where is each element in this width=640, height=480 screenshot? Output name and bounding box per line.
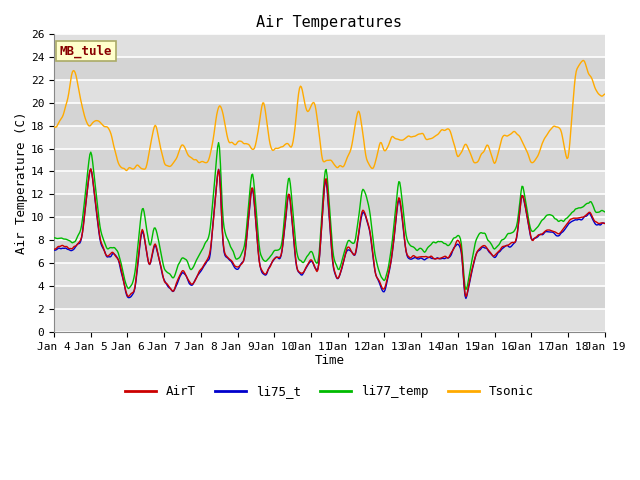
Bar: [54, 194, 605, 217]
Bar: [54, 80, 605, 103]
Bar: [54, 309, 605, 332]
X-axis label: Time: Time: [314, 354, 344, 368]
Bar: [54, 34, 605, 57]
Legend: AirT, li75_t, li77_temp, Tsonic: AirT, li75_t, li77_temp, Tsonic: [120, 380, 539, 403]
Bar: [54, 57, 605, 80]
Bar: [54, 171, 605, 194]
Y-axis label: Air Temperature (C): Air Temperature (C): [15, 112, 28, 254]
Bar: [54, 263, 605, 286]
Text: MB_tule: MB_tule: [60, 44, 112, 58]
Bar: [54, 149, 605, 171]
Bar: [54, 103, 605, 126]
Title: Air Temperatures: Air Temperatures: [257, 15, 403, 30]
Bar: [54, 286, 605, 309]
Bar: [54, 126, 605, 149]
Bar: [54, 217, 605, 240]
Bar: [54, 240, 605, 263]
